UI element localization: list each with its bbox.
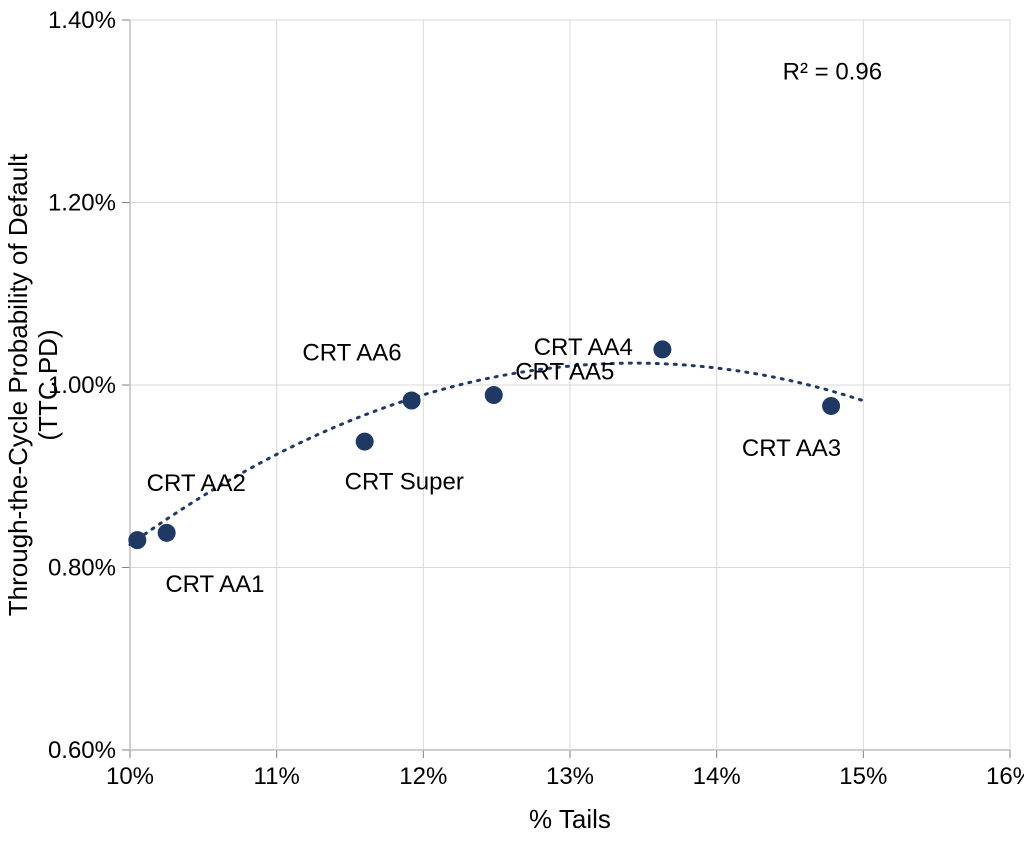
data-point bbox=[128, 531, 146, 549]
data-point bbox=[403, 392, 421, 410]
x-tick-label: 14% bbox=[693, 763, 741, 790]
x-axis-label: % Tails bbox=[529, 804, 611, 834]
x-tick-label: 16% bbox=[986, 763, 1024, 790]
svg-text:(TTC PD): (TTC PD) bbox=[33, 329, 63, 440]
x-tick-label: 11% bbox=[254, 763, 300, 790]
data-point bbox=[822, 397, 840, 415]
data-point bbox=[158, 524, 176, 542]
scatter-chart: 10%11%12%13%14%15%16%0.60%0.80%1.00%1.20… bbox=[0, 0, 1024, 848]
data-point bbox=[356, 433, 374, 451]
data-point-label: CRT AA2 bbox=[147, 470, 246, 497]
x-tick-label: 15% bbox=[839, 763, 887, 790]
data-point-label: CRT AA4 bbox=[534, 334, 633, 361]
data-point bbox=[653, 340, 671, 358]
x-tick-label: 12% bbox=[399, 763, 447, 790]
data-point-label: CRT AA5 bbox=[515, 358, 614, 385]
svg-text:Through-the-Cycle Probability: Through-the-Cycle Probability of Default bbox=[3, 153, 33, 616]
x-tick-label: 10% bbox=[106, 763, 154, 790]
data-point bbox=[485, 386, 503, 404]
y-tick-label: 1.40% bbox=[48, 7, 116, 34]
y-tick-label: 0.60% bbox=[48, 737, 116, 764]
data-point-label: CRT AA3 bbox=[742, 435, 841, 462]
r-squared-label: R² = 0.96 bbox=[783, 58, 882, 85]
data-point-label: CRT AA1 bbox=[165, 571, 264, 598]
data-point-label: CRT Super bbox=[345, 469, 464, 496]
y-tick-label: 1.20% bbox=[48, 190, 116, 217]
data-point-label: CRT AA6 bbox=[302, 340, 401, 367]
y-tick-label: 0.80% bbox=[48, 555, 116, 582]
x-tick-label: 13% bbox=[546, 763, 594, 790]
